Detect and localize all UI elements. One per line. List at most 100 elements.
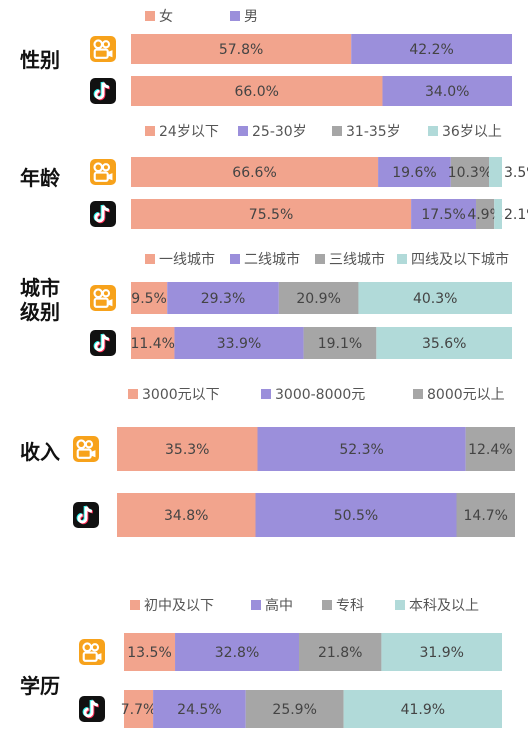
segment-label: 7.7% xyxy=(121,702,157,718)
kuaishou-icon-lens xyxy=(101,40,111,49)
legend-label: 31-35岁 xyxy=(346,124,401,140)
legend-label: 本科及以上 xyxy=(409,598,479,614)
segment-label: 66.6% xyxy=(232,165,276,181)
legend-label: 初中及以下 xyxy=(144,597,214,614)
legend-swatch xyxy=(261,389,271,399)
kuaishou-icon-lens xyxy=(90,643,100,652)
douyin-icon xyxy=(90,78,116,104)
segment-label: 3.5% xyxy=(504,165,528,181)
bar-segment xyxy=(411,199,477,229)
segment-label: 35.3% xyxy=(165,442,209,458)
kuaishou-icon xyxy=(73,436,99,462)
segment-label: 2.1% xyxy=(504,207,528,223)
legend-swatch xyxy=(145,254,155,264)
bar-segment xyxy=(124,633,176,671)
legend-label: 3000元以下 xyxy=(142,387,220,403)
legend-swatch xyxy=(238,126,248,136)
segment-label: 20.9% xyxy=(296,291,340,307)
section-0: 性别 女 男 57.8% 42.2% 66.0% 34.0% xyxy=(20,8,512,106)
segment-label: 33.9% xyxy=(217,336,261,352)
legend-label: 高中 xyxy=(265,597,293,614)
bar-segment xyxy=(131,76,383,106)
legend-swatch xyxy=(332,126,342,136)
kuaishou-icon-lens xyxy=(101,289,111,298)
segment-label: 17.5% xyxy=(421,207,465,223)
kuaishou-icon-shutter xyxy=(90,450,96,458)
segment-label: 14.7% xyxy=(464,508,508,524)
bar-segment xyxy=(175,633,300,671)
bar-segment xyxy=(131,157,379,187)
douyin-icon xyxy=(90,330,116,356)
segment-label: 40.3% xyxy=(413,291,457,307)
bar-segment xyxy=(131,34,352,64)
segment-label: 19.1% xyxy=(318,336,362,352)
segment-label: 11.4% xyxy=(130,336,174,352)
segment-label: 21.8% xyxy=(318,645,362,661)
kuaishou-icon xyxy=(90,36,116,62)
kuaishou-icon-shutter xyxy=(107,173,113,181)
bar-segment xyxy=(465,427,515,471)
legend-swatch xyxy=(128,389,138,399)
legend-swatch xyxy=(230,11,240,21)
legend-label: 二线城市 xyxy=(244,251,300,268)
legend-label: 25-30岁 xyxy=(252,124,307,140)
bar-segment xyxy=(117,493,256,537)
section-title: 年龄 xyxy=(20,166,61,190)
bar-segment xyxy=(299,633,382,671)
douyin-icon-note xyxy=(83,700,99,718)
bar-segment xyxy=(456,493,515,537)
bar-segment xyxy=(257,427,466,471)
segment-label: 50.5% xyxy=(334,508,378,524)
bar-segment xyxy=(255,493,457,537)
douyin-icon-note xyxy=(94,82,110,100)
legend-swatch xyxy=(145,11,155,21)
kuaishou-icon-shutter xyxy=(107,50,113,58)
segment-label: 34.8% xyxy=(164,508,208,524)
segment-label: 4.9% xyxy=(467,207,503,223)
bar-segment xyxy=(381,633,502,671)
segment-label: 66.0% xyxy=(234,84,278,100)
kuaishou-icon-shutter xyxy=(96,653,102,661)
segment-label: 35.6% xyxy=(422,336,466,352)
bar-segment xyxy=(489,157,502,187)
section-title: 学历 xyxy=(20,674,60,698)
kuaishou-icon xyxy=(90,285,116,311)
bar-segment xyxy=(131,327,175,359)
legend-label: 四线及以下城市 xyxy=(411,251,509,268)
legend-label: 一线城市 xyxy=(159,251,215,268)
bar-segment xyxy=(278,282,359,314)
legend-label: 36岁以上 xyxy=(442,124,502,140)
legend-swatch xyxy=(322,600,332,610)
segment-label: 25.9% xyxy=(272,702,316,718)
bar-segment xyxy=(131,282,168,314)
bar-segment xyxy=(124,690,154,728)
segment-label: 32.8% xyxy=(215,645,259,661)
bar-segment xyxy=(174,327,304,359)
section-title: 级别 xyxy=(20,300,60,324)
legend-swatch xyxy=(230,254,240,264)
section-title: 城市 xyxy=(20,276,60,300)
section-3: 收入 3000元以下 3000-8000元 8000元以上 35.3% 52.3% 12.4… xyxy=(20,387,515,537)
douyin-icon-note xyxy=(94,334,110,352)
section-title: 收入 xyxy=(20,440,60,464)
section-4: 学历 初中及以下 高中 专科 本科及以上 13.5% 32.8% 21.8% 31.9% 7.7%… xyxy=(20,597,502,728)
bar-segment xyxy=(245,690,344,728)
bar-segment xyxy=(343,690,502,728)
bar-segment xyxy=(358,282,512,314)
legend-label: 24岁以下 xyxy=(159,124,219,140)
legend-swatch xyxy=(395,600,405,610)
douyin-icon-note xyxy=(94,205,110,223)
section-title: 性别 xyxy=(20,48,60,72)
legend-label: 3000-8000元 xyxy=(275,387,365,403)
legend-swatch xyxy=(251,600,261,610)
segment-label: 31.9% xyxy=(419,645,463,661)
segment-label: 19.6% xyxy=(392,165,436,181)
douyin-icon xyxy=(79,696,105,722)
segment-label: 41.9% xyxy=(401,702,445,718)
bar-segment xyxy=(351,34,512,64)
legend-swatch xyxy=(130,600,140,610)
kuaishou-icon-lens xyxy=(84,440,94,449)
segment-label: 57.8% xyxy=(219,42,263,58)
